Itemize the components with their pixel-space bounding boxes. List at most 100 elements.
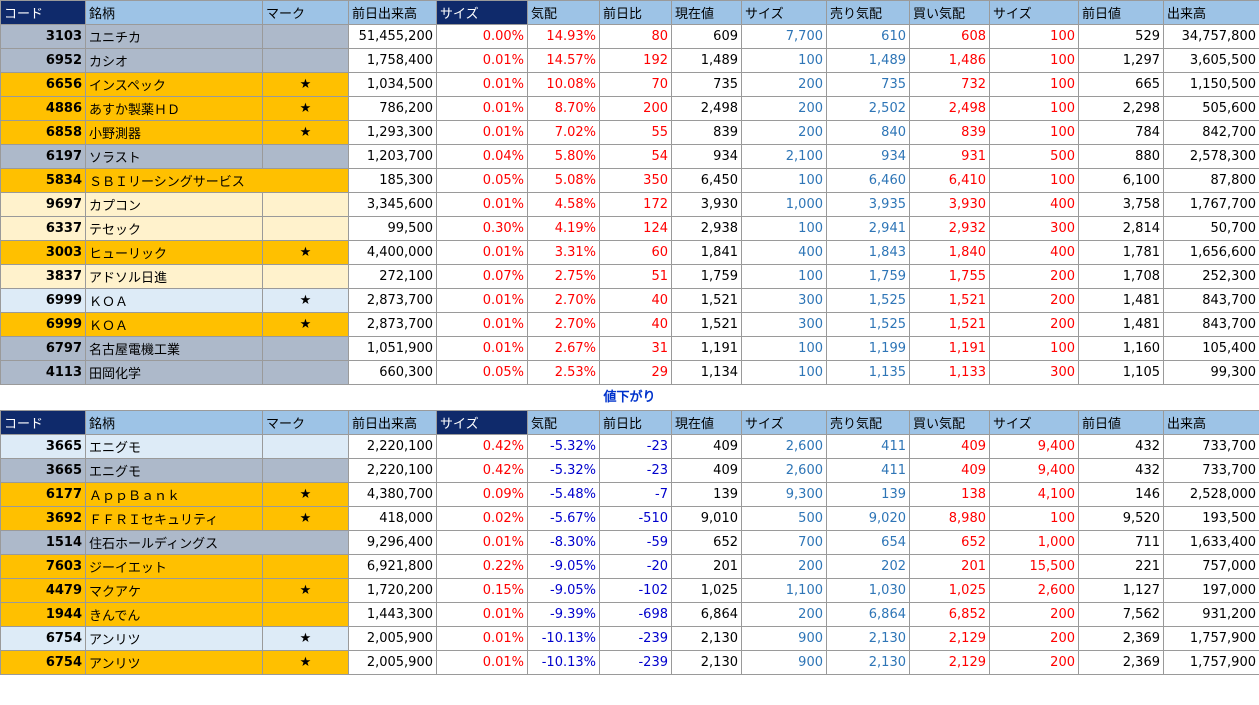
cell-ask: 3,935 (826, 192, 910, 217)
cell-size1: 0.01% (436, 626, 528, 651)
table-header-row: コード 銘柄 マーク 前日出来高 サイズ 気配 前日比 現在値 サイズ 売り気配 買い気配 サイズ 前日… (0, 410, 1259, 435)
cell-bid: 2,129 (909, 626, 990, 651)
cell-ask: 2,130 (826, 626, 910, 651)
cell-quote: -5.32% (527, 458, 600, 483)
cell-size3: 100 (989, 506, 1079, 531)
cell-prev: 6,100 (1078, 168, 1164, 193)
table-row[interactable]: 3665 エニグモ 2,220,100 0.42% -5.32% -23 409 2,600 4… (0, 434, 1259, 459)
cell-bid: 2,498 (909, 96, 990, 121)
cell-size3: 100 (989, 336, 1079, 361)
cell-quote: 4.19% (527, 216, 600, 241)
cell-vol: 1,633,400 (1163, 530, 1259, 555)
cell-size2: 100 (741, 360, 827, 385)
table-row[interactable]: 9697 カプコン 3,345,600 0.01% 4.58% 172 3,930 1,000… (0, 192, 1259, 217)
stock-name: カシオ (85, 48, 263, 73)
cell-prev-vol: 3,345,600 (348, 192, 437, 217)
cell-ask: 840 (826, 120, 910, 145)
cell-prev-vol: 1,051,900 (348, 336, 437, 361)
table-row[interactable]: 6754 アンリツ ★ 2,005,900 0.01% -10.13% -239 2,130 9… (0, 626, 1259, 651)
stock-code: 6754 (0, 626, 86, 651)
cell-size3: 2,600 (989, 578, 1079, 603)
cell-size3: 100 (989, 120, 1079, 145)
losers-body: 3665 エニグモ 2,220,100 0.42% -5.32% -23 409 2,600 4… (0, 434, 1259, 675)
cell-ask: 1,489 (826, 48, 910, 73)
cell-prev-vol: 2,873,700 (348, 288, 437, 313)
stock-code: 9697 (0, 192, 86, 217)
table-row[interactable]: 3003 ヒューリック ★ 4,400,000 0.01% 3.31% 60 1,841 400… (0, 240, 1259, 265)
cell-ask: 654 (826, 530, 910, 555)
cell-quote: 14.93% (527, 24, 600, 49)
table-row[interactable]: 6177 ＡｐｐＢａｎｋ ★ 4,380,700 0.09% -5.48% -7 139 9,3… (0, 482, 1259, 507)
cell-size3: 1,000 (989, 530, 1079, 555)
table-row[interactable]: 6797 名古屋電機工業 1,051,900 0.01% 2.67% 31 1,191 100… (0, 336, 1259, 361)
table-row[interactable]: 4479 マクアケ ★ 1,720,200 0.15% -9.05% -102 1,025 1,… (0, 578, 1259, 603)
column-header: 現在値 (671, 0, 742, 25)
cell-ask: 1,525 (826, 288, 910, 313)
table-row[interactable]: 4113 田岡化学 660,300 0.05% 2.53% 29 1,134 100 1,135… (0, 360, 1259, 385)
cell-size3: 200 (989, 288, 1079, 313)
column-header: 前日比 (599, 0, 672, 25)
table-row[interactable]: 1944 きんでん 1,443,300 0.01% -9.39% -698 6,864 200… (0, 602, 1259, 627)
stock-code: 3692 (0, 506, 86, 531)
stock-name: 小野測器 (85, 120, 263, 145)
stock-name: アドソル日進 (85, 264, 263, 289)
table-row[interactable]: 3837 アドソル日進 272,100 0.07% 2.75% 51 1,759 100 1,7… (0, 264, 1259, 289)
cell-size1: 0.01% (436, 48, 528, 73)
cell-prev-vol: 1,758,400 (348, 48, 437, 73)
cell-price: 1,521 (671, 312, 742, 337)
cell-quote: -9.05% (527, 554, 600, 579)
cell-size3: 200 (989, 602, 1079, 627)
cell-ask: 6,460 (826, 168, 910, 193)
cell-vol: 50,700 (1163, 216, 1259, 241)
table-row[interactable]: 3103 ユニチカ 51,455,200 0.00% 14.93% 80 609 7,700 6… (0, 24, 1259, 49)
stock-code: 6858 (0, 120, 86, 145)
cell-prev: 1,105 (1078, 360, 1164, 385)
cell-change: 350 (599, 168, 672, 193)
table-row[interactable]: 3665 エニグモ 2,220,100 0.42% -5.32% -23 409 2,600 4… (0, 458, 1259, 483)
table-row[interactable]: 6656 インスペック ★ 1,034,500 0.01% 10.08% 70 735 200 7… (0, 72, 1259, 97)
cell-ask: 2,941 (826, 216, 910, 241)
table-row[interactable]: 7603 ジーイエット 6,921,800 0.22% -9.05% -20 201 200 2… (0, 554, 1259, 579)
cell-size2: 200 (741, 602, 827, 627)
cell-bid: 1,840 (909, 240, 990, 265)
cell-ask: 202 (826, 554, 910, 579)
cell-size2: 100 (741, 48, 827, 73)
cell-vol: 1,767,700 (1163, 192, 1259, 217)
cell-size2: 100 (741, 168, 827, 193)
table-row[interactable]: 6952 カシオ 1,758,400 0.01% 14.57% 192 1,489 100 1,… (0, 48, 1259, 73)
cell-vol: 843,700 (1163, 312, 1259, 337)
cell-size2: 9,300 (741, 482, 827, 507)
cell-change: 31 (599, 336, 672, 361)
cell-prev-vol: 1,720,200 (348, 578, 437, 603)
cell-ask: 934 (826, 144, 910, 169)
cell-prev: 1,481 (1078, 288, 1164, 313)
stock-name: 田岡化学 (85, 360, 263, 385)
table-row[interactable]: 6999 ＫＯＡ ★ 2,873,700 0.01% 2.70% 40 1,521 300 1,5… (0, 288, 1259, 313)
table-row[interactable]: 6858 小野測器 ★ 1,293,300 0.01% 7.02% 55 839 200 840 8… (0, 120, 1259, 145)
table-row[interactable]: 1514 住石ホールディングス 9,296,400 0.01% -8.30% -59 652… (0, 530, 1259, 555)
table-row[interactable]: 4886 あすか製薬ＨＤ ★ 786,200 0.01% 8.70% 200 2,498 200… (0, 96, 1259, 121)
cell-size1: 0.05% (436, 360, 528, 385)
column-header: 売り気配 (826, 0, 910, 25)
table-row[interactable]: 3692 ＦＦＲＩセキュリティ ★ 418,000 0.02% -5.67% -510 9,0… (0, 506, 1259, 531)
cell-price: 409 (671, 434, 742, 459)
table-row[interactable]: 6999 ＫＯＡ ★ 2,873,700 0.01% 2.70% 40 1,521 300 1,5… (0, 312, 1259, 337)
table-row[interactable]: 6754 アンリツ ★ 2,005,900 0.01% -10.13% -239 2,130 9… (0, 650, 1259, 675)
table-row[interactable]: 6197 ソラスト 1,203,700 0.04% 5.80% 54 934 2,100 934… (0, 144, 1259, 169)
table-row[interactable]: 6337 テセック 99,500 0.30% 4.19% 124 2,938 100 2,941… (0, 216, 1259, 241)
cell-vol: 3,605,500 (1163, 48, 1259, 73)
cell-size1: 0.09% (436, 482, 528, 507)
cell-size2: 100 (741, 336, 827, 361)
cell-prev: 2,369 (1078, 626, 1164, 651)
cell-prev-vol: 1,443,300 (348, 602, 437, 627)
cell-size3: 300 (989, 216, 1079, 241)
cell-bid: 2,129 (909, 650, 990, 675)
losers-table: コード 銘柄 マーク 前日出来高 サイズ 気配 前日比 現在値 サイズ 売り気配 買い気配 サイズ 前日… (0, 410, 1259, 675)
cell-price: 934 (671, 144, 742, 169)
cell-ask: 1,525 (826, 312, 910, 337)
mark-star-icon: ★ (262, 578, 349, 603)
stock-name: ＡｐｐＢａｎｋ (85, 482, 263, 507)
table-row[interactable]: 5834 ＳＢＩリーシングサービス 185,300 0.05% 5.08% 350 6,45… (0, 168, 1259, 193)
cell-change: 124 (599, 216, 672, 241)
cell-size1: 0.07% (436, 264, 528, 289)
